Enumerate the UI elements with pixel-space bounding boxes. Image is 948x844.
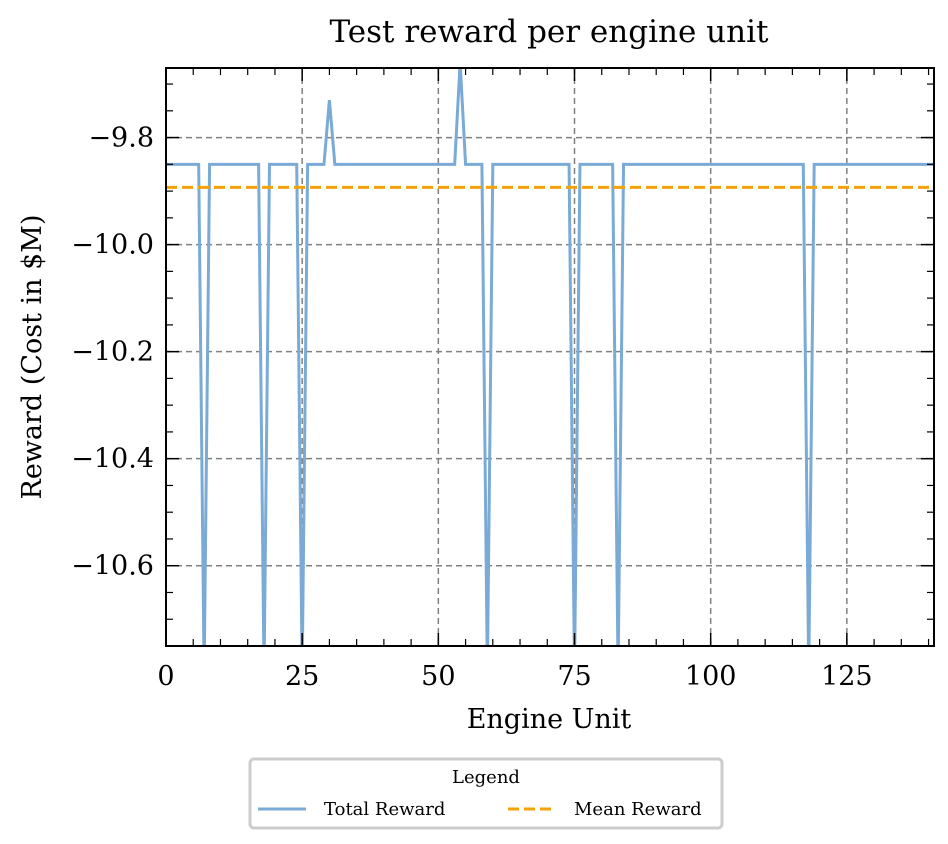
ticks [165, 68, 934, 647]
x-tick-label: 125 [821, 661, 873, 692]
series-layer [166, 68, 934, 646]
y-tick-label: −10.6 [71, 551, 154, 582]
x-tick-label: 25 [285, 661, 319, 692]
y-tick-label: −10.4 [71, 444, 154, 475]
legend-label-mean-reward: Mean Reward [574, 799, 702, 820]
legend: Legend Total Reward Mean Reward [248, 757, 724, 830]
x-tick-label: 100 [685, 661, 737, 692]
y-tick-label: −10.0 [71, 230, 154, 261]
x-tick-label: 50 [421, 661, 455, 692]
chart-title: Test reward per engine unit [330, 14, 769, 50]
plot-frame [165, 67, 935, 647]
x-axis-label: Engine Unit [467, 704, 632, 735]
x-tick-label: 75 [557, 661, 591, 692]
legend-label-total-reward: Total Reward [324, 799, 445, 820]
legend-box [248, 757, 724, 830]
y-tick-label: −9.8 [88, 123, 154, 154]
tick-labels: 0 25 50 75 100 125 −9.8 −10.0 −10.2 −10.4 −10.6 [71, 123, 872, 692]
grid [166, 68, 934, 646]
y-axis-label: Reward (Cost in $M) [17, 215, 48, 500]
legend-title: Legend [452, 767, 520, 788]
y-tick-label: −10.2 [71, 337, 154, 368]
series-total-reward-line [166, 68, 934, 646]
x-tick-label: 0 [157, 661, 174, 692]
